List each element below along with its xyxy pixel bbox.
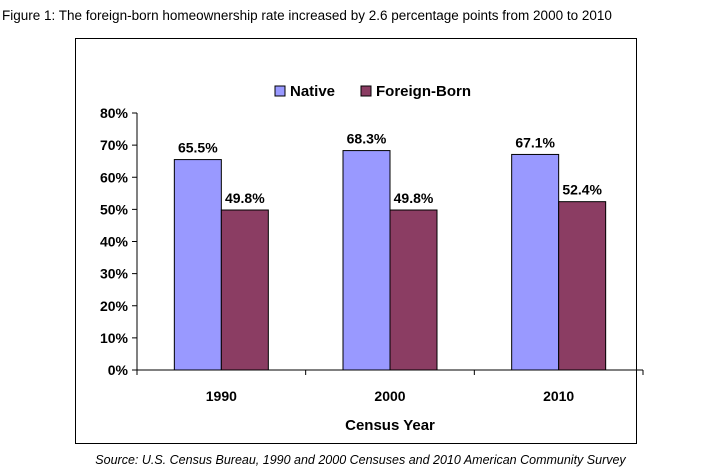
native-legend-label: Native [290,83,335,100]
native-bar-2000 [342,150,391,371]
y-tick-label: 50% [100,201,129,217]
chart-frame [75,38,637,444]
native-legend-swatch [274,85,286,97]
foreign-born-bar-2010 [558,201,607,371]
legend: Native Foreign-Born [274,83,471,100]
native-value-label: 67.1% [515,134,555,150]
native-bar-1990 [173,159,222,371]
x-tick-label: 2000 [374,388,405,404]
foreign-born-legend-label: Foreign-Born [376,83,471,100]
source-note: Source: U.S. Census Bureau, 1990 and 200… [95,453,626,467]
foreign-born-bar-2000 [389,209,438,371]
foreign-born-value-label: 49.8% [394,190,434,206]
foreign-born-bar-1990 [220,209,269,371]
native-bar-2010 [511,153,560,371]
foreign-born-legend-swatch [360,85,372,97]
y-tick-label: 0% [108,362,129,378]
y-tick-label: 10% [100,330,129,346]
foreign-born-value-label: 52.4% [562,182,602,198]
native-value-label: 68.3% [347,131,387,147]
y-tick-label: 40% [100,234,129,250]
bars [173,150,607,371]
y-tick-label: 70% [100,137,129,153]
y-tick-label: 30% [100,266,129,282]
foreign-born-value-label: 49.8% [225,190,265,206]
y-tick-label: 20% [100,298,129,314]
data-labels: 65.5% 49.8% 68.3% 49.8% 67.1% 52.4% [178,131,603,206]
x-tick-label: 2010 [543,388,574,404]
native-value-label: 65.5% [178,140,218,156]
y-tick-label: 60% [100,169,129,185]
x-tick-label: 1990 [206,388,237,404]
x-axis-title: Census Year [345,417,435,434]
y-tick-label: 80% [100,105,129,121]
figure-caption: Figure 1: The foreign-born homeownership… [2,8,612,23]
